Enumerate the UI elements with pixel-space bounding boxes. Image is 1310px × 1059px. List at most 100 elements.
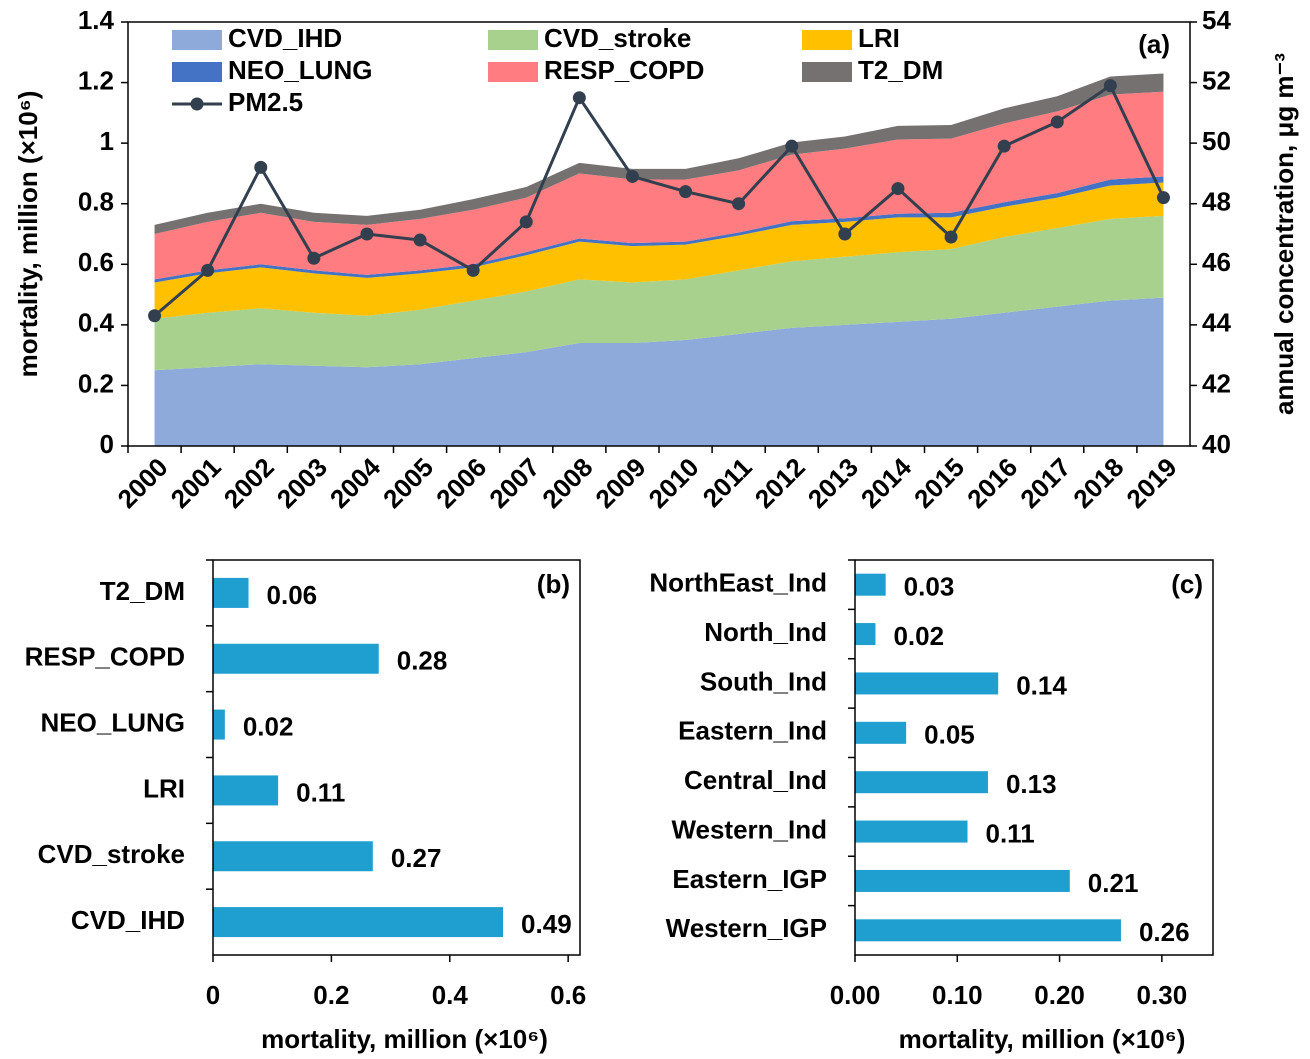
- marker: [785, 139, 799, 153]
- legend-item: PM2.5: [172, 87, 303, 117]
- x-tick-label: 2014: [855, 452, 917, 514]
- legend-item: CVD_IHD: [172, 23, 342, 53]
- bar: [213, 709, 225, 740]
- legend-marker: [190, 97, 204, 111]
- x-tick-label: 0.2: [313, 980, 349, 1010]
- x-tick-label: 0.00: [830, 980, 881, 1010]
- value-label: 0.06: [267, 580, 318, 610]
- value-label: 0.49: [521, 909, 572, 939]
- value-label: 0.11: [296, 777, 345, 807]
- bar: [855, 869, 1070, 892]
- x-tick-label: 2002: [218, 452, 280, 514]
- x-tick-label: 2009: [589, 452, 651, 514]
- marker: [679, 185, 693, 199]
- bar: [213, 841, 373, 872]
- area: [154, 297, 1164, 446]
- marker: [201, 263, 215, 277]
- y-tick-label: 0.4: [78, 308, 115, 338]
- panel-label: (a): [1138, 29, 1170, 59]
- marker: [891, 182, 905, 196]
- y-tick-label: CVD_IHD: [71, 905, 185, 935]
- x-axis-title: mortality, million (×10⁶): [899, 1024, 1186, 1054]
- marker: [1156, 191, 1170, 205]
- legend-label: CVD_IHD: [228, 23, 342, 53]
- x-tick-label: 2004: [324, 452, 386, 514]
- y2-tick-label: 46: [1202, 247, 1231, 277]
- legend-swatch: [488, 62, 538, 82]
- marker: [572, 91, 586, 105]
- bar: [213, 577, 249, 608]
- y-tick-label: Western_Ind: [671, 814, 827, 844]
- x-tick-label: 0: [206, 980, 220, 1010]
- value-label: 0.03: [904, 572, 955, 602]
- marker: [1050, 115, 1064, 129]
- value-label: 0.28: [397, 646, 448, 676]
- x-tick-label: 0.30: [1137, 980, 1188, 1010]
- y2-axis-title: annual concentration, μg m⁻³: [1269, 53, 1299, 415]
- legend-label: NEO_LUNG: [228, 55, 372, 85]
- marker: [466, 263, 480, 277]
- y-tick-label: North_Ind: [704, 617, 827, 647]
- marker: [1103, 79, 1117, 93]
- y-tick-label: 1.4: [78, 5, 115, 35]
- x-tick-label: 0.6: [550, 980, 586, 1010]
- x-tick-label: 2013: [802, 452, 864, 514]
- x-tick-label: 2008: [536, 452, 598, 514]
- y2-tick-label: 52: [1202, 65, 1231, 95]
- legend-label: T2_DM: [858, 55, 943, 85]
- y-tick-label: 0.2: [78, 368, 114, 398]
- marker: [307, 251, 321, 265]
- panel-label: (c): [1171, 569, 1203, 599]
- value-label: 0.05: [924, 720, 975, 750]
- x-tick-label: 0.4: [432, 980, 469, 1010]
- x-tick-label: 0.10: [932, 980, 983, 1010]
- legend-label: CVD_stroke: [544, 23, 691, 53]
- y-tick-label: Eastern_IGP: [672, 864, 827, 894]
- legend-swatch: [802, 62, 852, 82]
- value-label: 0.02: [893, 621, 944, 651]
- y-tick-label: T2_DM: [100, 576, 185, 606]
- value-label: 0.11: [986, 818, 1035, 848]
- y-tick-label: 1: [100, 126, 114, 156]
- y-tick-label: 1.2: [78, 65, 114, 95]
- y-tick-label: CVD_stroke: [38, 839, 185, 869]
- legend-swatch: [172, 62, 222, 82]
- x-tick-label: 2016: [961, 452, 1023, 514]
- legend-item: LRI: [802, 23, 900, 53]
- plot-frame: [854, 559, 1214, 956]
- bar: [855, 573, 886, 596]
- y-tick-label: South_Ind: [700, 666, 827, 696]
- legend-label: LRI: [858, 23, 900, 53]
- x-tick-label: 2003: [271, 452, 333, 514]
- x-tick-label: 2000: [112, 452, 174, 514]
- marker: [732, 197, 746, 211]
- x-tick-label: 2019: [1120, 452, 1182, 514]
- y-tick-label: LRI: [143, 773, 185, 803]
- x-tick-label: 2001: [165, 452, 227, 514]
- legend-label: RESP_COPD: [544, 55, 704, 85]
- legend-label: PM2.5: [228, 87, 303, 117]
- marker: [625, 169, 639, 183]
- x-tick-label: 2012: [749, 452, 811, 514]
- x-tick-label: 2005: [377, 452, 439, 514]
- y2-tick-label: 50: [1202, 126, 1231, 156]
- x-tick-label: 0.20: [1034, 980, 1085, 1010]
- bar: [855, 672, 999, 695]
- bar: [213, 907, 504, 938]
- value-label: 0.13: [1006, 769, 1057, 799]
- x-axis-title: mortality, million (×10⁶): [261, 1024, 548, 1054]
- bar: [855, 721, 907, 744]
- marker: [944, 230, 958, 244]
- bar: [213, 775, 279, 806]
- x-tick-label: 2015: [908, 452, 970, 514]
- y-tick-label: 0.6: [78, 247, 114, 277]
- y-tick-label: Central_Ind: [684, 765, 827, 795]
- y2-tick-label: 54: [1202, 5, 1231, 35]
- bar: [855, 623, 876, 646]
- bar: [213, 643, 379, 674]
- y2-tick-label: 42: [1202, 368, 1231, 398]
- x-tick-label: 2010: [643, 452, 705, 514]
- value-label: 0.26: [1139, 917, 1190, 947]
- panel-label: (b): [537, 569, 570, 599]
- bar: [855, 919, 1121, 942]
